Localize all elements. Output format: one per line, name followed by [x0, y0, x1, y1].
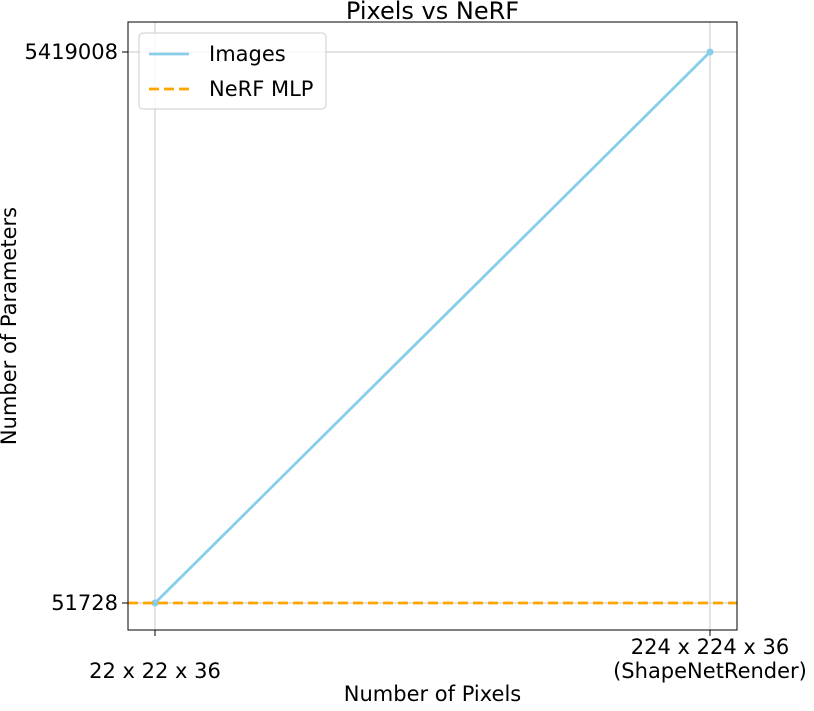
- plot-area-frame: [127, 21, 738, 631]
- tick-layer: 22 x 22 x 36 224 x 224 x 36 (ShapeNetRende…: [24, 40, 806, 683]
- series-line-images: [154, 51, 711, 604]
- x-axis-label: Number of Pixels: [344, 682, 521, 706]
- series-layer: [128, 48, 737, 607]
- x-tick-label: 22 x 22 x 36: [89, 659, 221, 683]
- series-point-images: [706, 48, 714, 56]
- legend: Images NeRF MLP: [138, 32, 327, 110]
- legend-label-images: Images: [209, 42, 286, 66]
- chart-title: Pixels vs NeRF: [346, 0, 519, 25]
- series-point-images: [151, 599, 159, 607]
- legend-items: Images NeRF MLP: [149, 42, 313, 101]
- x-tick-label: 224 x 224 x 36 (ShapeNetRender): [613, 635, 807, 683]
- y-axis-label: Number of Parameters: [0, 207, 21, 445]
- legend-label-nerf-mlp: NeRF MLP: [209, 77, 313, 101]
- y-tick-label: 51728: [51, 591, 118, 615]
- y-tick-label: 5419008: [24, 40, 118, 64]
